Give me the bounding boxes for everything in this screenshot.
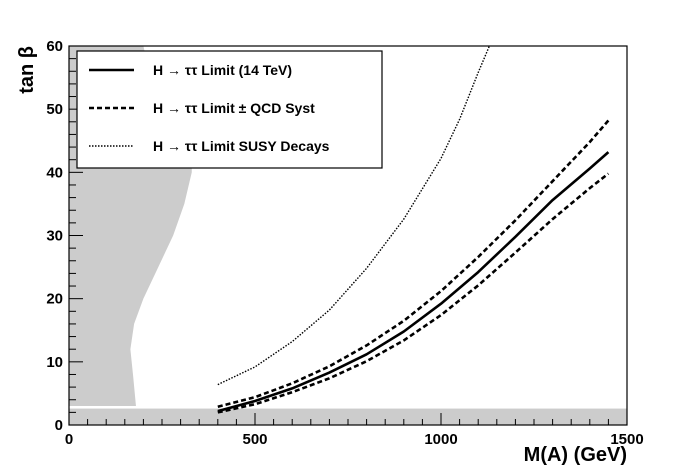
- x-axis-title: M(A) (GeV): [524, 444, 627, 466]
- series-line-3: [217, 172, 610, 414]
- x-tick-label: 1000: [424, 431, 457, 448]
- x-tick-label: 500: [242, 431, 267, 448]
- tick-labels: 0 500 1000 1500 0 10 20 30 40 50 60: [46, 38, 643, 448]
- legend-text-part: ττ: [181, 62, 198, 78]
- legend-text-part: H: [153, 100, 163, 116]
- y-tick-label: 50: [46, 101, 63, 118]
- y-tick-label: 30: [46, 228, 63, 245]
- legend-text-part: →: [163, 138, 181, 154]
- y-tick-label: 60: [46, 38, 63, 55]
- legend-entry: H → ττ Limit (14 TeV): [153, 62, 292, 78]
- excluded-band-low-tanb: [69, 408, 627, 425]
- legend-text-part: Limit: [197, 100, 235, 116]
- series-layer: [217, 45, 610, 414]
- legend-entry: H → ττ Limit ± QCD Syst: [153, 100, 315, 116]
- legend-text-part: H: [153, 62, 163, 78]
- series-line-1: [217, 151, 610, 413]
- legend-text-part: Limit SUSY Decays: [197, 138, 329, 154]
- legend-text-part: ττ: [181, 100, 198, 116]
- series-line-2: [217, 119, 610, 408]
- y-tick-label: 0: [55, 417, 63, 434]
- legend-text-part: →: [163, 100, 181, 116]
- axis-ticks: [68, 45, 628, 426]
- legend-text-part: Limit (14 TeV): [197, 62, 292, 78]
- y-tick-label: 40: [46, 164, 63, 181]
- y-tick-label: 20: [46, 291, 63, 308]
- legend-entry: H → ττ Limit SUSY Decays: [153, 138, 330, 154]
- legend-text-part: H: [153, 138, 163, 154]
- x-tick-label: 0: [65, 431, 73, 448]
- legend-text-part: →: [163, 62, 181, 78]
- legend: H → ττ Limit (14 TeV)H → ττ Limit ± QCD …: [76, 50, 383, 169]
- y-tick-label: 10: [46, 354, 63, 371]
- legend-text-part: QCD Syst: [246, 100, 315, 116]
- x-tick-label: 1500: [610, 431, 643, 448]
- legend-text-part: ±: [235, 100, 247, 116]
- legend-text-part: ττ: [181, 138, 198, 154]
- y-axis-title: tan β: [16, 46, 38, 94]
- series-line-4: [217, 45, 491, 386]
